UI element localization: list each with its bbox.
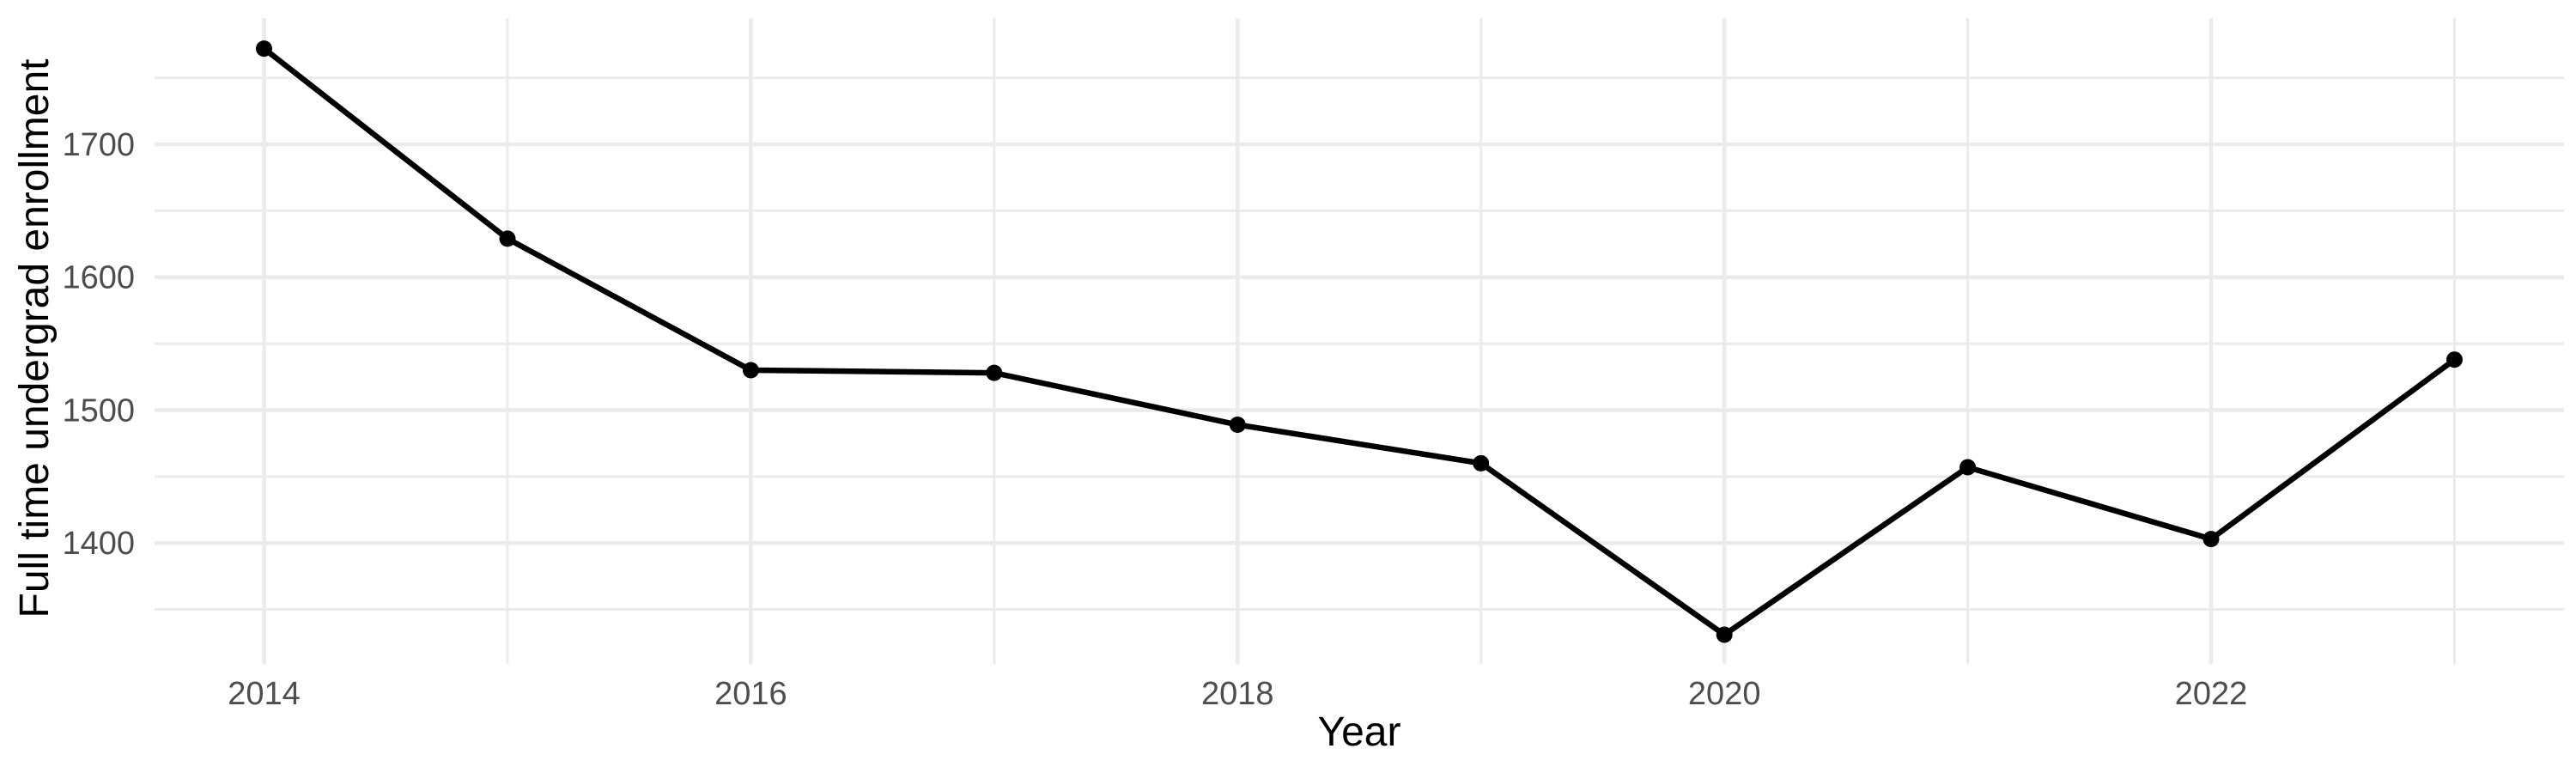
x-tick-label: 2022 xyxy=(2175,676,2248,712)
data-point xyxy=(499,230,516,247)
x-tick-label: 2020 xyxy=(1688,676,1761,712)
data-line xyxy=(262,46,2457,638)
data-point xyxy=(2202,531,2220,548)
data-point xyxy=(742,362,759,379)
data-point xyxy=(1716,626,1733,643)
y-minor-gridlines xyxy=(155,76,2564,612)
y-axis-title: Full time undergrad enrollment xyxy=(12,59,58,618)
data-point xyxy=(1229,417,1246,433)
data-point xyxy=(1473,454,1490,472)
x-tick-label: 2014 xyxy=(228,676,301,712)
data-points xyxy=(256,40,2463,643)
x-minor-gridlines xyxy=(506,18,2456,664)
y-tick-label: 1500 xyxy=(62,393,135,429)
x-tick-label: 2016 xyxy=(714,676,787,712)
y-tick-label: 1700 xyxy=(62,127,135,163)
data-point xyxy=(986,364,1003,381)
x-axis-title: Year xyxy=(1318,709,1401,755)
data-point xyxy=(1959,459,1977,476)
x-major-gridlines xyxy=(262,18,2214,664)
y-tick-label: 1400 xyxy=(62,526,135,562)
data-point xyxy=(2446,351,2463,368)
x-tick-label: 2018 xyxy=(1201,676,1274,712)
y-tick-label: 1600 xyxy=(62,260,135,296)
y-axis-tick-labels: 1400 1500 1600 1700 xyxy=(62,127,135,562)
x-axis-tick-labels: 2014 2016 2018 2020 2022 xyxy=(228,676,2247,712)
y-major-gridlines xyxy=(155,142,2564,545)
data-point xyxy=(256,40,272,58)
